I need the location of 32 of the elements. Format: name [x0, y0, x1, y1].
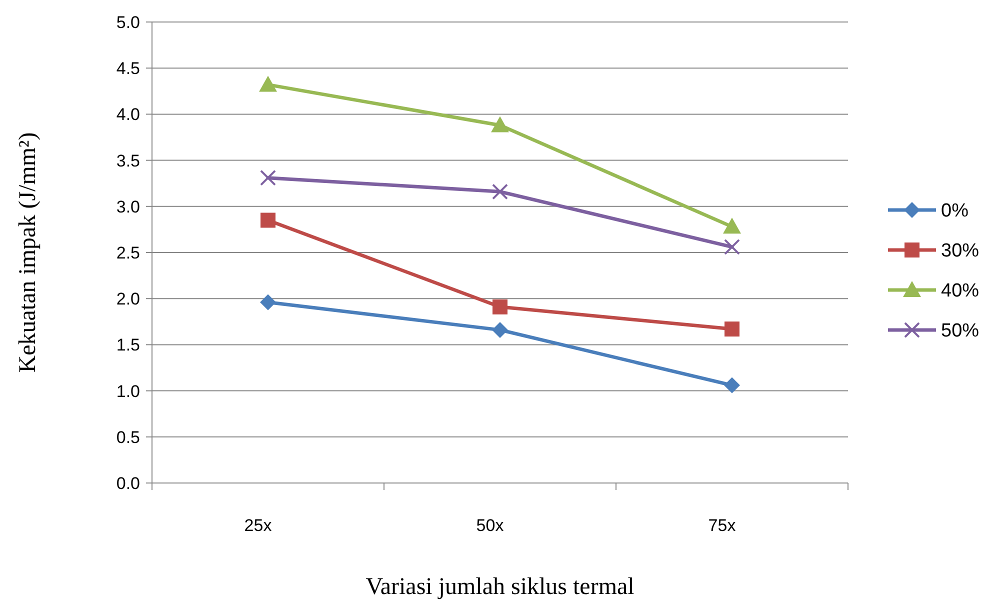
point [259, 76, 277, 92]
point [260, 170, 276, 186]
y-tick-label: 4.0 [116, 105, 140, 124]
point [260, 294, 276, 310]
point [492, 299, 508, 314]
point [491, 116, 509, 132]
x-tick-label: 50x [476, 516, 504, 535]
point [492, 184, 508, 200]
y-tick-label: 0.5 [116, 428, 140, 447]
point [724, 377, 740, 394]
y-tick-label: 4.5 [116, 59, 140, 78]
legend-label: 0% [941, 200, 969, 222]
point [260, 212, 276, 228]
legend-label: 30% [941, 240, 980, 262]
y-tick-label: 1.5 [116, 336, 140, 355]
point [724, 322, 740, 337]
y-axis-title: Kekuatan impak (J/mm²) [15, 132, 41, 373]
x-axis-title: Variasi jumlah siklus termal [366, 574, 635, 600]
point [724, 238, 740, 255]
legend-label: 40% [941, 280, 980, 302]
y-tick-label: 2.5 [116, 243, 140, 262]
x-tick-label: 75x [708, 516, 736, 535]
y-tick-label: 3.0 [116, 197, 140, 216]
y-tick-label: 1.0 [116, 382, 140, 401]
point [492, 322, 508, 338]
legend-label: 50% [941, 320, 980, 342]
y-tick-label: 5.0 [116, 12, 140, 32]
point [723, 218, 741, 234]
y-tick-label: 2.0 [116, 290, 140, 309]
y-tick-label: 3.5 [116, 151, 140, 170]
y-tick-label: 0.0 [116, 474, 140, 493]
x-tick-label: 25x [244, 516, 272, 535]
